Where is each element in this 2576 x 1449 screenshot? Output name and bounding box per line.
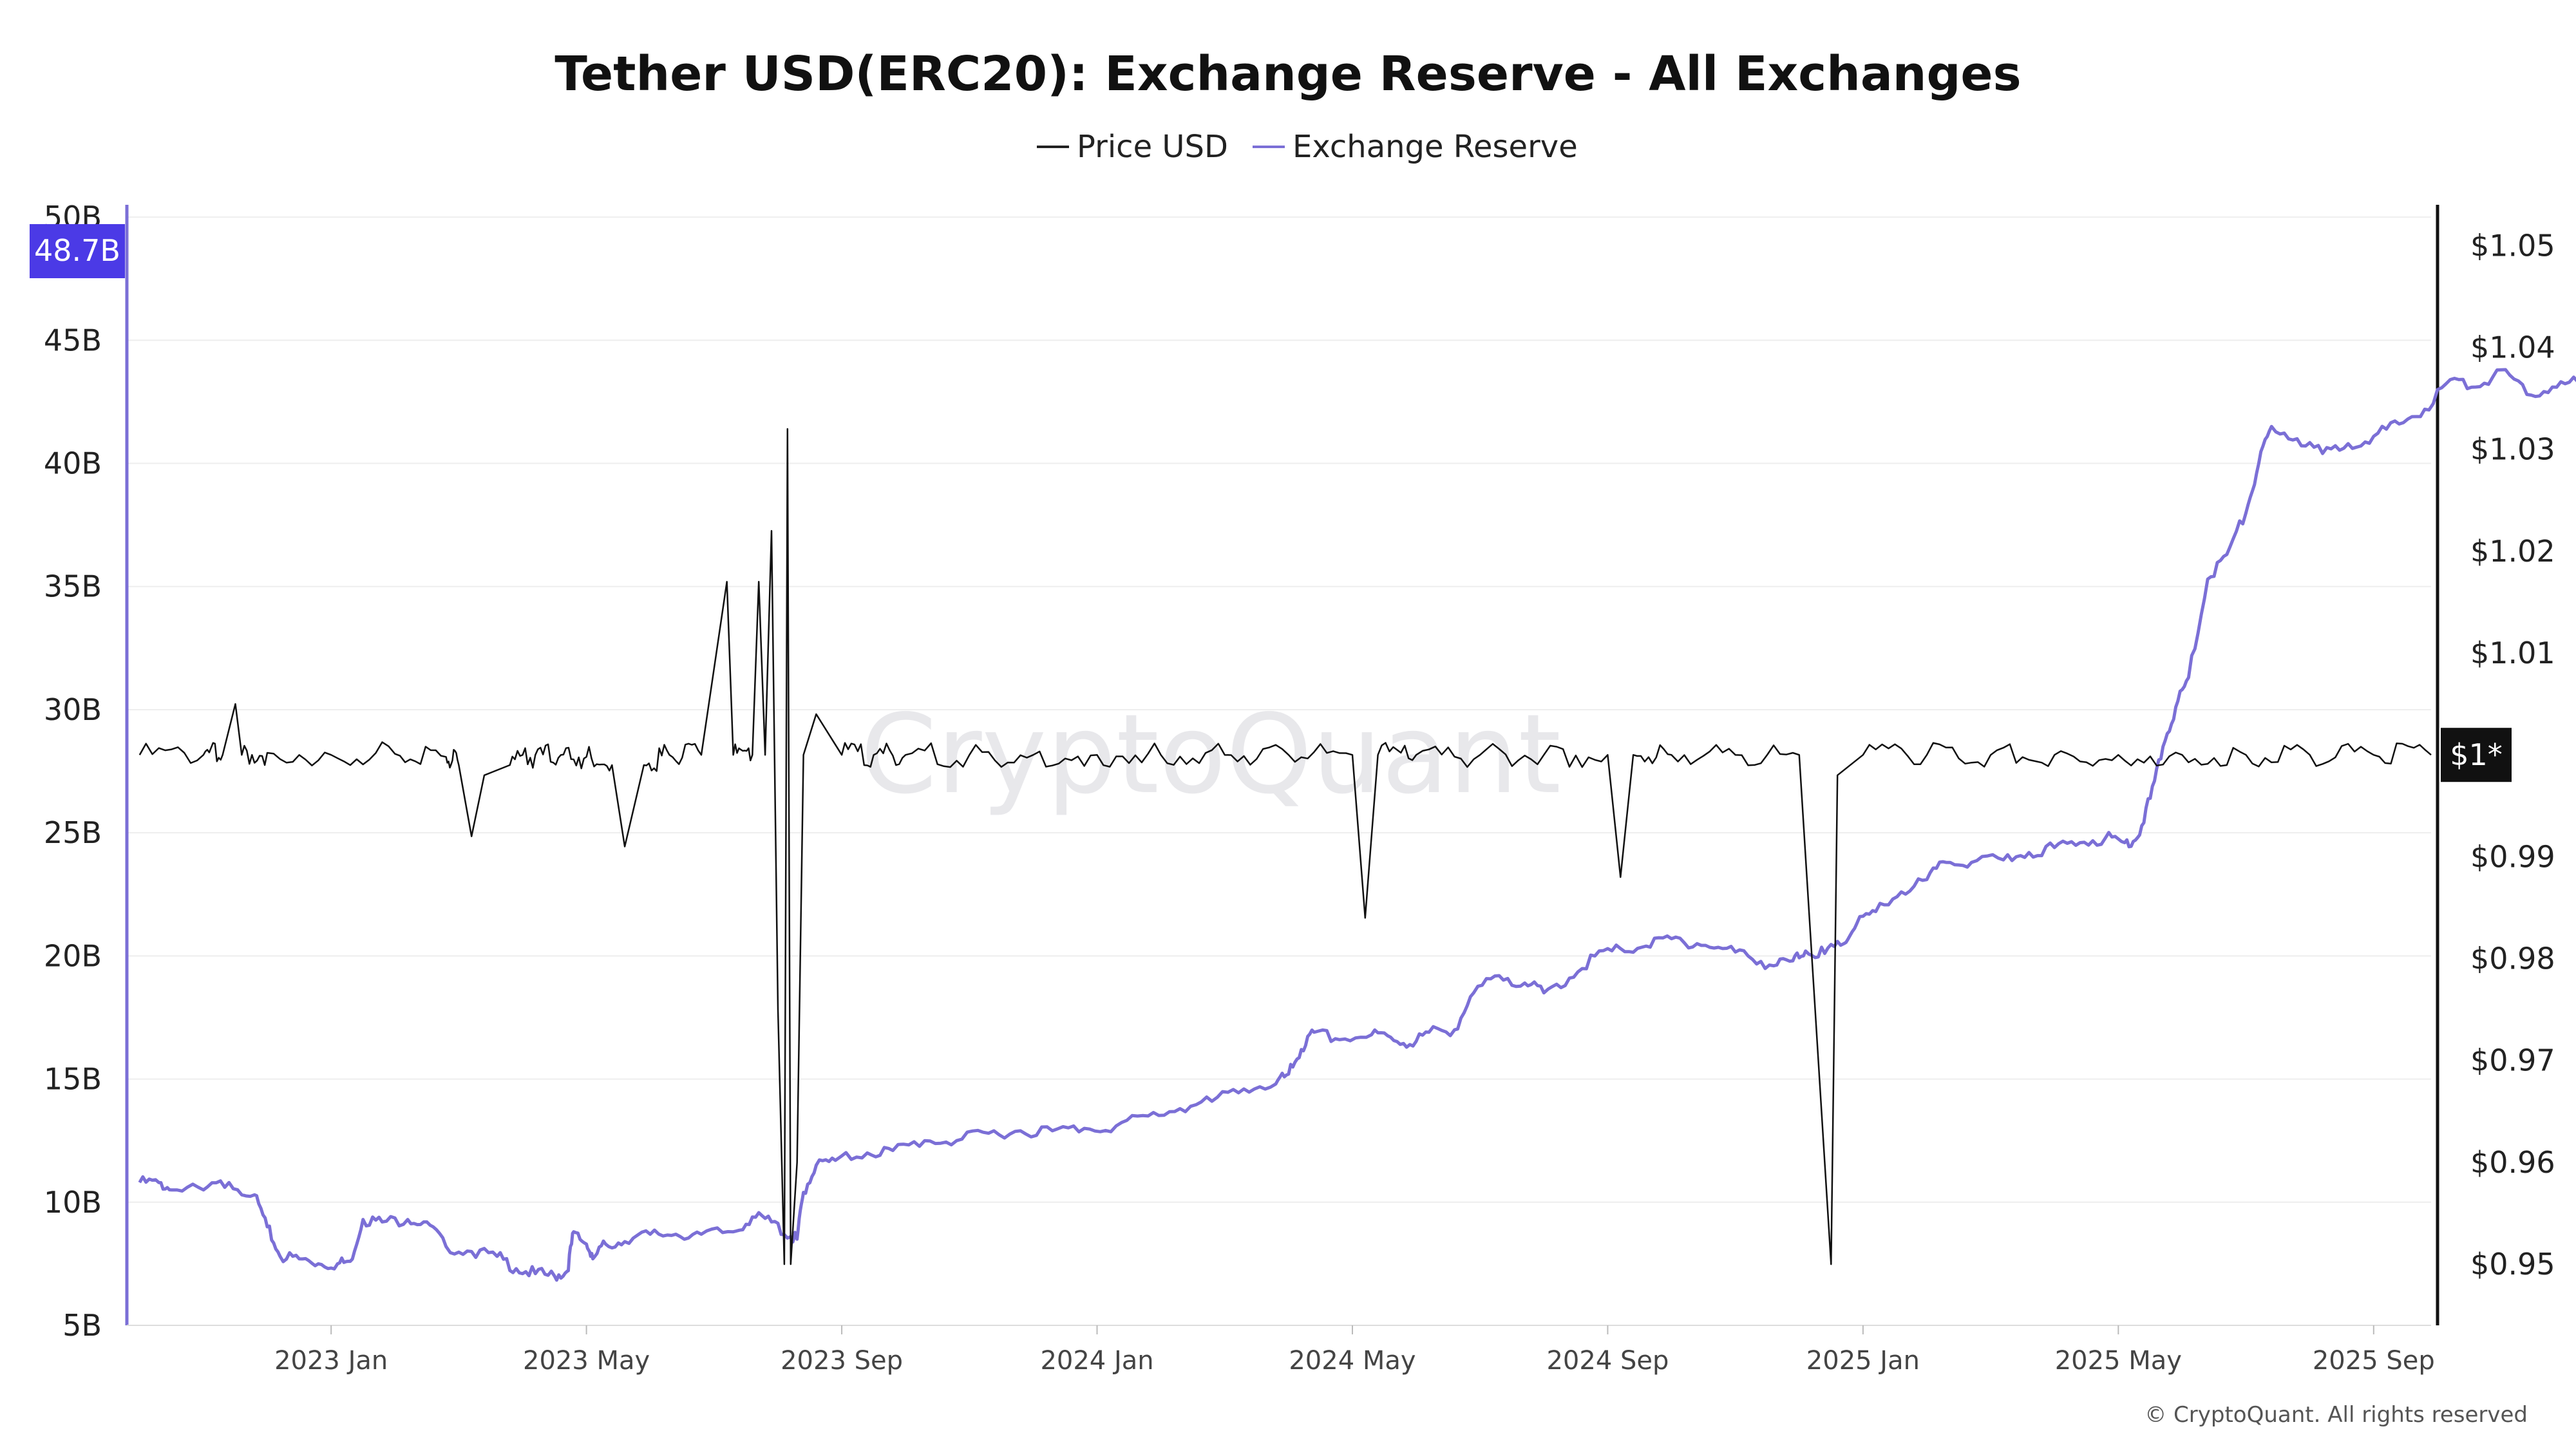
series-line-exchange-reserve bbox=[138, 368, 2576, 1282]
right-tick-label: $1.05 bbox=[2470, 228, 2555, 263]
right-tick-label: $1.01 bbox=[2470, 636, 2555, 670]
left-current-value-text: 48.7B bbox=[34, 233, 120, 268]
left-tick-label: 5B bbox=[62, 1308, 102, 1343]
x-tick-label: 2023 Sep bbox=[781, 1346, 903, 1376]
x-tick-label: 2023 May bbox=[523, 1346, 650, 1376]
x-tick-label: 2025 May bbox=[2055, 1346, 2182, 1376]
left-tick-label: 15B bbox=[44, 1062, 102, 1097]
right-tick-label: $0.95 bbox=[2470, 1247, 2555, 1282]
x-axis-ticks: 2023 Jan 2023 May 2023 Sep 2024 Jan 2024 May… bbox=[274, 1325, 2435, 1376]
left-tick-label: 45B bbox=[44, 323, 102, 357]
left-tick-label: 25B bbox=[44, 815, 102, 850]
x-tick-label: 2025 Jan bbox=[1806, 1346, 1920, 1376]
legend-label-price[interactable]: Price USD bbox=[1077, 129, 1228, 165]
right-current-value-text: $1* bbox=[2450, 737, 2503, 772]
left-tick-label: 10B bbox=[44, 1185, 102, 1220]
x-tick-label: 2024 Sep bbox=[1546, 1346, 1669, 1376]
right-tick-label: $1.04 bbox=[2470, 330, 2555, 365]
copyright-notice: © CryptoQuant. All rights reserved bbox=[2145, 1402, 2528, 1428]
right-tick-label: $0.98 bbox=[2470, 942, 2555, 976]
x-tick-label: 2024 May bbox=[1289, 1346, 1416, 1376]
series-line-price-usd bbox=[138, 428, 2432, 1265]
left-tick-label: 40B bbox=[44, 446, 102, 481]
chart-title: Tether USD(ERC20): Exchange Reserve - Al… bbox=[554, 46, 2021, 102]
legend: Price USD Exchange Reserve bbox=[1037, 129, 1578, 165]
watermark: CryptoQuant bbox=[860, 691, 1561, 819]
x-tick-label: 2025 Sep bbox=[2313, 1346, 2435, 1376]
left-tick-label: 30B bbox=[44, 692, 102, 727]
right-axis-ticks: $0.95 $0.96 $0.97 $0.98 $0.99 $1.01 $1.02 $1.03… bbox=[2470, 228, 2555, 1282]
right-tick-label: $1.03 bbox=[2470, 432, 2555, 467]
right-tick-label: $0.97 bbox=[2470, 1043, 2555, 1078]
x-tick-label: 2024 Jan bbox=[1040, 1346, 1153, 1376]
right-current-value-badge: $1* bbox=[2441, 728, 2512, 782]
left-tick-label: 20B bbox=[44, 938, 102, 973]
right-tick-label: $0.96 bbox=[2470, 1145, 2555, 1180]
left-tick-label: 35B bbox=[44, 569, 102, 604]
right-tick-label: $0.99 bbox=[2470, 839, 2555, 874]
right-tick-label: $1.02 bbox=[2470, 534, 2555, 569]
x-tick-label: 2023 Jan bbox=[274, 1346, 388, 1376]
left-current-value-badge: 48.7B bbox=[30, 224, 125, 278]
legend-label-reserve[interactable]: Exchange Reserve bbox=[1293, 129, 1578, 165]
